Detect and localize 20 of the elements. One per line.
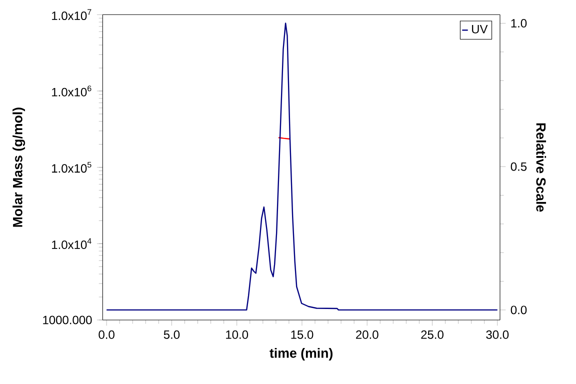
x-tick-label: 10.0 [226,330,248,339]
x-tick-label: 5.0 [164,330,180,339]
y-tick-label: 1.0x10$^{4}$ [52,238,92,250]
y-tick-label: 1.0x10$^{6}$ [52,86,92,96]
y2-tick-label: 0.5 [510,162,527,171]
x-tick-label: 30.0 [486,330,509,339]
y2-axis-title: Relative Scale [536,123,546,212]
y2-tick-label: 0.0 [510,306,527,314]
x-tick-label: 25.0 [421,330,444,339]
y-axis-title: Molar Mass (g/mol) [12,108,26,227]
y2-tick-label: 1.0 [511,19,527,28]
line-series [106,22,498,311]
x-tick-label: 20.0 [356,330,378,339]
y-tick-label: 1.0x10$^{5}$ [52,162,92,173]
legend-label: UV [472,25,488,34]
x-axis-title: time (min) [270,348,333,360]
x-tick-label: 15.0 [291,330,314,339]
x-tick-label: 0.0 [98,330,114,339]
y-tick-label: 1000.000 [43,316,92,324]
y-tick-label: 1.0x10$^{7}$ [52,9,92,20]
